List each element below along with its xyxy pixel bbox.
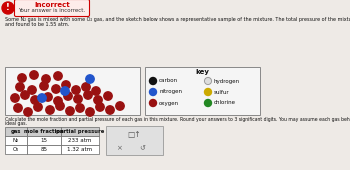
- Text: N₂: N₂: [13, 138, 19, 143]
- Circle shape: [116, 102, 124, 110]
- Circle shape: [62, 81, 70, 89]
- FancyBboxPatch shape: [61, 145, 99, 154]
- Circle shape: [11, 94, 19, 102]
- Circle shape: [42, 75, 50, 83]
- Text: □↑: □↑: [128, 131, 141, 140]
- FancyBboxPatch shape: [5, 145, 27, 154]
- Circle shape: [149, 78, 156, 84]
- FancyBboxPatch shape: [106, 126, 163, 155]
- Text: ×: ×: [116, 145, 122, 151]
- Circle shape: [44, 93, 52, 101]
- Circle shape: [31, 96, 39, 104]
- Text: sulfur: sulfur: [214, 89, 230, 95]
- Circle shape: [40, 82, 48, 90]
- FancyBboxPatch shape: [5, 127, 27, 136]
- Text: ideal gas.: ideal gas.: [5, 121, 27, 125]
- Text: 1.32 atm: 1.32 atm: [68, 147, 92, 152]
- FancyBboxPatch shape: [61, 127, 99, 136]
- FancyBboxPatch shape: [5, 67, 140, 115]
- Circle shape: [86, 75, 94, 83]
- Circle shape: [66, 107, 74, 115]
- Circle shape: [34, 103, 42, 111]
- Circle shape: [92, 87, 100, 95]
- Circle shape: [14, 104, 22, 112]
- Circle shape: [18, 74, 26, 82]
- Circle shape: [74, 95, 82, 103]
- Circle shape: [54, 97, 62, 105]
- Circle shape: [96, 103, 104, 111]
- Text: Your answer is incorrect.: Your answer is incorrect.: [19, 7, 85, 13]
- Text: O₂: O₂: [13, 147, 19, 152]
- FancyBboxPatch shape: [27, 136, 61, 145]
- Circle shape: [52, 85, 60, 93]
- Circle shape: [149, 89, 156, 96]
- FancyBboxPatch shape: [5, 136, 27, 145]
- Circle shape: [76, 104, 84, 112]
- Circle shape: [204, 78, 211, 84]
- Text: nitrogen: nitrogen: [159, 89, 182, 95]
- Circle shape: [84, 91, 92, 99]
- Circle shape: [56, 102, 64, 110]
- Circle shape: [82, 83, 90, 91]
- Circle shape: [2, 2, 14, 14]
- Circle shape: [61, 87, 69, 95]
- Text: mole fraction: mole fraction: [24, 129, 64, 134]
- Circle shape: [104, 92, 112, 100]
- Text: !: !: [6, 4, 10, 13]
- Text: 85: 85: [41, 147, 48, 152]
- Text: Calculate the mole fraction and partial pressure of each gas in this mixture. Ro: Calculate the mole fraction and partial …: [5, 116, 350, 122]
- Text: 233 atm: 233 atm: [68, 138, 92, 143]
- Text: key: key: [196, 69, 210, 75]
- Text: and found to be 1.55 atm.: and found to be 1.55 atm.: [5, 21, 69, 27]
- Circle shape: [21, 91, 29, 99]
- FancyBboxPatch shape: [27, 145, 61, 154]
- Text: chlorine: chlorine: [214, 100, 236, 106]
- Circle shape: [72, 86, 80, 94]
- Text: gas: gas: [11, 129, 21, 134]
- Circle shape: [16, 83, 24, 91]
- Circle shape: [149, 99, 156, 106]
- Circle shape: [38, 94, 46, 102]
- Circle shape: [28, 86, 36, 94]
- FancyBboxPatch shape: [27, 127, 61, 136]
- Circle shape: [86, 108, 94, 116]
- FancyBboxPatch shape: [14, 0, 90, 16]
- Text: 15: 15: [41, 138, 48, 143]
- Circle shape: [46, 106, 54, 114]
- Circle shape: [204, 99, 211, 106]
- Circle shape: [64, 92, 72, 100]
- Text: oxygen: oxygen: [159, 100, 179, 106]
- Text: Incorrect: Incorrect: [34, 2, 70, 8]
- Text: carbon: carbon: [159, 79, 178, 83]
- Text: Some N₂ gas is mixed with some O₂ gas, and the sketch below shows a representati: Some N₂ gas is mixed with some O₂ gas, a…: [5, 18, 350, 22]
- Circle shape: [24, 108, 32, 116]
- Text: hydrogen: hydrogen: [214, 79, 240, 83]
- FancyBboxPatch shape: [61, 136, 99, 145]
- Text: ↺: ↺: [139, 145, 145, 151]
- Circle shape: [106, 106, 114, 114]
- Circle shape: [94, 96, 102, 104]
- Circle shape: [54, 72, 62, 80]
- Text: partial pressure: partial pressure: [56, 129, 104, 134]
- Circle shape: [30, 71, 38, 79]
- Circle shape: [204, 89, 211, 96]
- FancyBboxPatch shape: [145, 67, 260, 115]
